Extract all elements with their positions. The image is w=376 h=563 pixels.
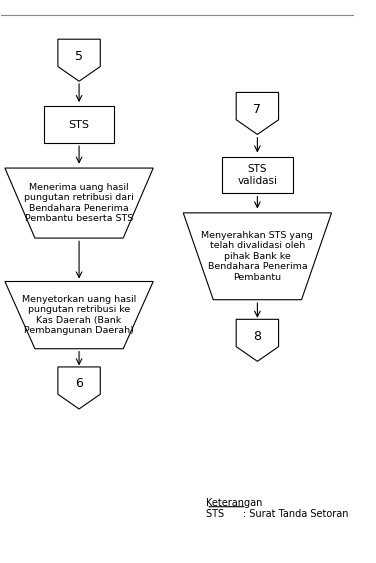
Text: 6: 6 <box>75 377 83 390</box>
Text: Menyerahkan STS yang
telah divalidasi oleh
pihak Bank ke
Bendahara Penerima
Pemb: Menyerahkan STS yang telah divalidasi ol… <box>202 231 313 282</box>
FancyBboxPatch shape <box>44 106 114 143</box>
Polygon shape <box>58 367 100 409</box>
Polygon shape <box>183 213 332 300</box>
Text: Menyetorkan uang hasil
pungutan retribusi ke
Kas Daerah (Bank
Pembangunan Daerah: Menyetorkan uang hasil pungutan retribus… <box>22 295 136 335</box>
Polygon shape <box>5 282 153 348</box>
Text: Keterangan: Keterangan <box>206 498 262 508</box>
FancyBboxPatch shape <box>222 157 293 193</box>
Polygon shape <box>58 39 100 81</box>
Text: STS: STS <box>68 120 89 129</box>
Polygon shape <box>236 92 279 135</box>
Text: STS
validasi: STS validasi <box>237 164 277 186</box>
Text: Menerima uang hasil
pungutan retribusi dari
Bendahara Penerima
Pembantu beserta : Menerima uang hasil pungutan retribusi d… <box>24 183 134 223</box>
Text: 5: 5 <box>75 50 83 62</box>
Text: 8: 8 <box>253 329 261 343</box>
Polygon shape <box>5 168 153 238</box>
Text: 7: 7 <box>253 102 261 116</box>
Text: STS      : Surat Tanda Setoran: STS : Surat Tanda Setoran <box>206 509 349 519</box>
Polygon shape <box>236 319 279 361</box>
